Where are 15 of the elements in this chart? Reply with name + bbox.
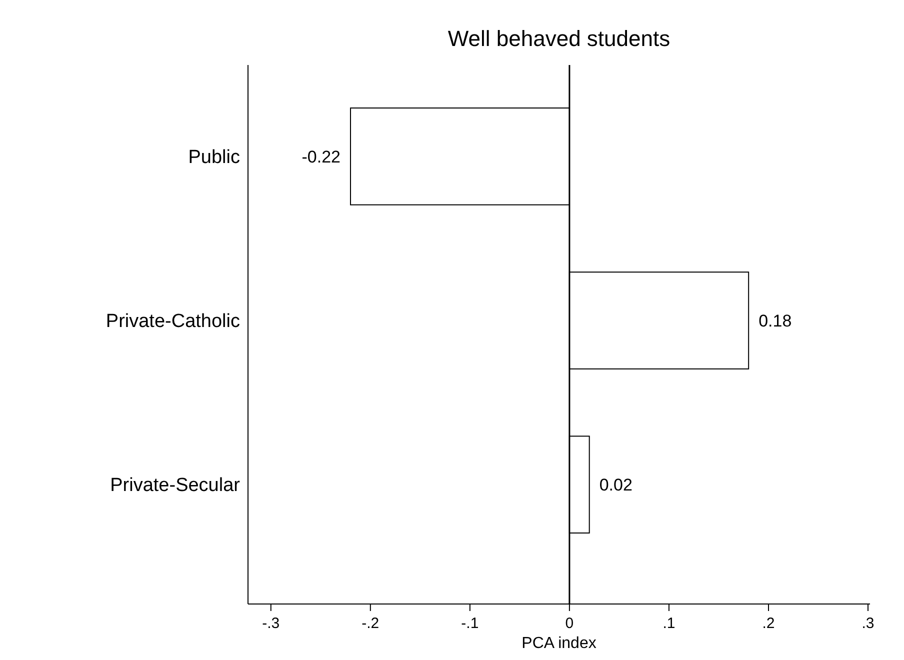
x-tick-label: .3 [862,615,874,632]
data-label: -0.22 [302,147,341,166]
chart-title: Well behaved students [448,26,670,51]
x-tick-label: .2 [762,615,775,632]
y-tick-label: Public [188,147,240,168]
data-label: 0.02 [599,476,632,495]
y-tick-label: Private-Catholic [106,311,240,332]
x-tick-label: -.2 [362,615,380,632]
x-axis-title: PCA index [522,635,596,652]
data-label: 0.18 [758,311,792,330]
x-tick-label: -.1 [461,615,479,632]
x-tick-label: -.3 [262,615,280,632]
x-tick-label: .1 [662,615,676,632]
y-tick-label: Private-Secular [110,475,241,496]
x-tick-label: 0 [565,615,574,632]
